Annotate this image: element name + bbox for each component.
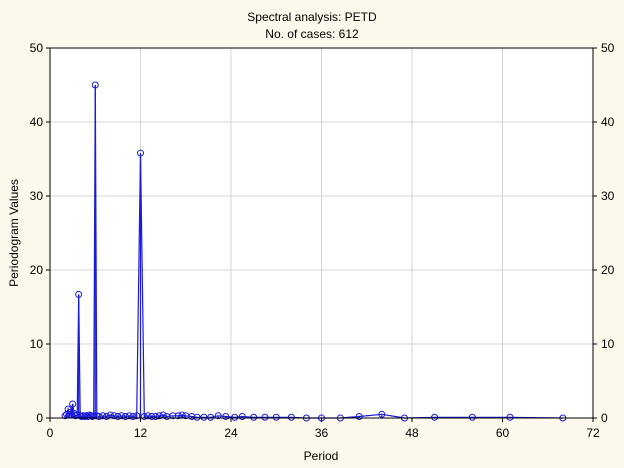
data-point bbox=[214, 412, 222, 420]
series-layer bbox=[61, 81, 567, 422]
data-point bbox=[261, 413, 269, 421]
y-tick-label-left: 20 bbox=[30, 263, 44, 277]
data-point bbox=[272, 413, 280, 421]
data-point bbox=[133, 412, 141, 420]
data-point bbox=[152, 413, 160, 421]
y-tick-label-left: 30 bbox=[30, 189, 44, 203]
data-point bbox=[121, 413, 129, 421]
data-point bbox=[200, 413, 208, 421]
data-point bbox=[355, 413, 363, 421]
y-tick-label-right: 50 bbox=[601, 41, 615, 55]
y-tick-label-right: 0 bbox=[601, 411, 608, 425]
data-point bbox=[129, 413, 137, 421]
data-point bbox=[238, 413, 246, 421]
y-tick-label-right: 10 bbox=[601, 337, 615, 351]
x-tick-label: 0 bbox=[47, 426, 54, 440]
data-point bbox=[193, 413, 201, 421]
data-point bbox=[103, 413, 111, 421]
chart-title: Spectral analysis: PETD bbox=[247, 10, 377, 24]
data-point bbox=[174, 412, 182, 420]
data-point bbox=[137, 149, 144, 157]
x-tick-label: 60 bbox=[496, 426, 510, 440]
data-point bbox=[118, 412, 126, 420]
data-point bbox=[231, 413, 239, 421]
y-tick-label-right: 30 bbox=[601, 189, 615, 203]
data-point bbox=[468, 413, 476, 421]
y-tick-label-left: 10 bbox=[30, 337, 44, 351]
y-tick-label-left: 0 bbox=[36, 411, 43, 425]
data-point bbox=[287, 413, 295, 421]
data-point bbox=[110, 412, 118, 420]
data-point bbox=[155, 412, 163, 420]
data-point bbox=[114, 413, 122, 421]
data-point bbox=[95, 413, 103, 421]
x-axis-label: Period bbox=[304, 449, 339, 463]
data-point bbox=[207, 413, 215, 421]
data-point bbox=[378, 410, 386, 418]
data-point bbox=[144, 412, 152, 420]
data-point bbox=[99, 412, 107, 420]
data-point bbox=[69, 400, 77, 408]
data-point bbox=[188, 413, 196, 421]
x-tick-label: 48 bbox=[405, 426, 419, 440]
y-axis-label: Periodogram Values bbox=[7, 179, 21, 287]
data-point bbox=[148, 413, 156, 421]
data-point bbox=[431, 413, 439, 421]
data-point bbox=[506, 413, 514, 421]
y-tick-label-right: 20 bbox=[601, 263, 615, 277]
data-point bbox=[140, 413, 148, 421]
y-tick-label-right: 40 bbox=[601, 115, 615, 129]
data-point bbox=[90, 412, 98, 420]
data-point bbox=[75, 290, 83, 298]
data-point bbox=[250, 413, 258, 421]
data-point bbox=[222, 413, 230, 421]
x-tick-label: 12 bbox=[134, 426, 148, 440]
y-tick-label-left: 50 bbox=[30, 41, 44, 55]
x-tick-label: 36 bbox=[315, 426, 329, 440]
data-point bbox=[125, 412, 133, 420]
x-tick-label: 24 bbox=[224, 426, 238, 440]
data-point bbox=[169, 412, 177, 420]
data-point bbox=[91, 81, 99, 89]
data-point bbox=[61, 412, 69, 420]
x-tick-label: 72 bbox=[586, 426, 600, 440]
y-tick-label-left: 40 bbox=[30, 115, 44, 129]
chart-subtitle: No. of cases: 612 bbox=[265, 27, 359, 41]
